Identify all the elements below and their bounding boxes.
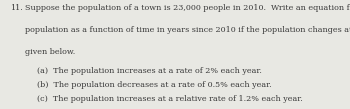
Text: (a)  The population increases at a rate of 2% each year.: (a) The population increases at a rate o… [37,67,262,75]
Text: (b)  The population decreases at a rate of 0.5% each year.: (b) The population decreases at a rate o… [37,81,271,89]
Text: (c)  The population increases at a relative rate of 1.2% each year.: (c) The population increases at a relati… [37,95,302,103]
Text: population as a function of time in years since 2010 if the population changes a: population as a function of time in year… [25,26,350,34]
Text: Suppose the population of a town is 23,000 people in 2010.  Write an equation fo: Suppose the population of a town is 23,0… [25,4,350,12]
Text: given below.: given below. [25,48,76,56]
Text: 11.: 11. [10,4,22,12]
